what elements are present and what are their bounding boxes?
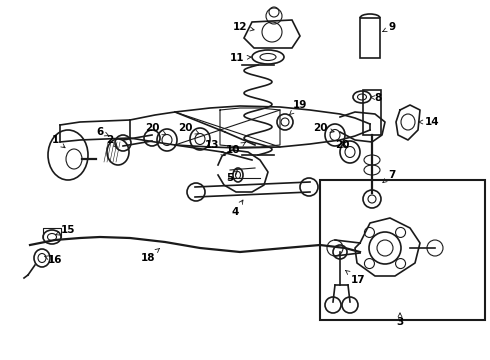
Text: 20: 20 — [178, 123, 199, 134]
Text: 8: 8 — [371, 93, 382, 103]
Text: 11: 11 — [230, 53, 251, 63]
Text: 16: 16 — [45, 255, 62, 265]
Text: 14: 14 — [419, 117, 440, 127]
Text: 9: 9 — [383, 22, 395, 32]
Bar — [320, 180, 485, 320]
Text: 10: 10 — [226, 142, 245, 155]
Text: 19: 19 — [290, 100, 307, 115]
Text: 20: 20 — [145, 123, 166, 135]
Text: 3: 3 — [396, 313, 404, 327]
Text: 20: 20 — [313, 123, 334, 133]
Text: 13: 13 — [205, 140, 225, 156]
Bar — [363, 90, 381, 135]
Bar — [360, 18, 380, 58]
Text: 6: 6 — [97, 127, 109, 137]
Text: 1: 1 — [51, 135, 65, 148]
Text: 2: 2 — [106, 135, 117, 147]
Text: 4: 4 — [231, 200, 243, 217]
Text: 18: 18 — [141, 248, 160, 263]
Text: 7: 7 — [383, 170, 396, 183]
Text: 12: 12 — [233, 22, 254, 32]
Text: 20: 20 — [335, 140, 349, 150]
Text: 15: 15 — [55, 225, 75, 235]
Text: 17: 17 — [345, 270, 366, 285]
Text: 5: 5 — [226, 171, 237, 183]
